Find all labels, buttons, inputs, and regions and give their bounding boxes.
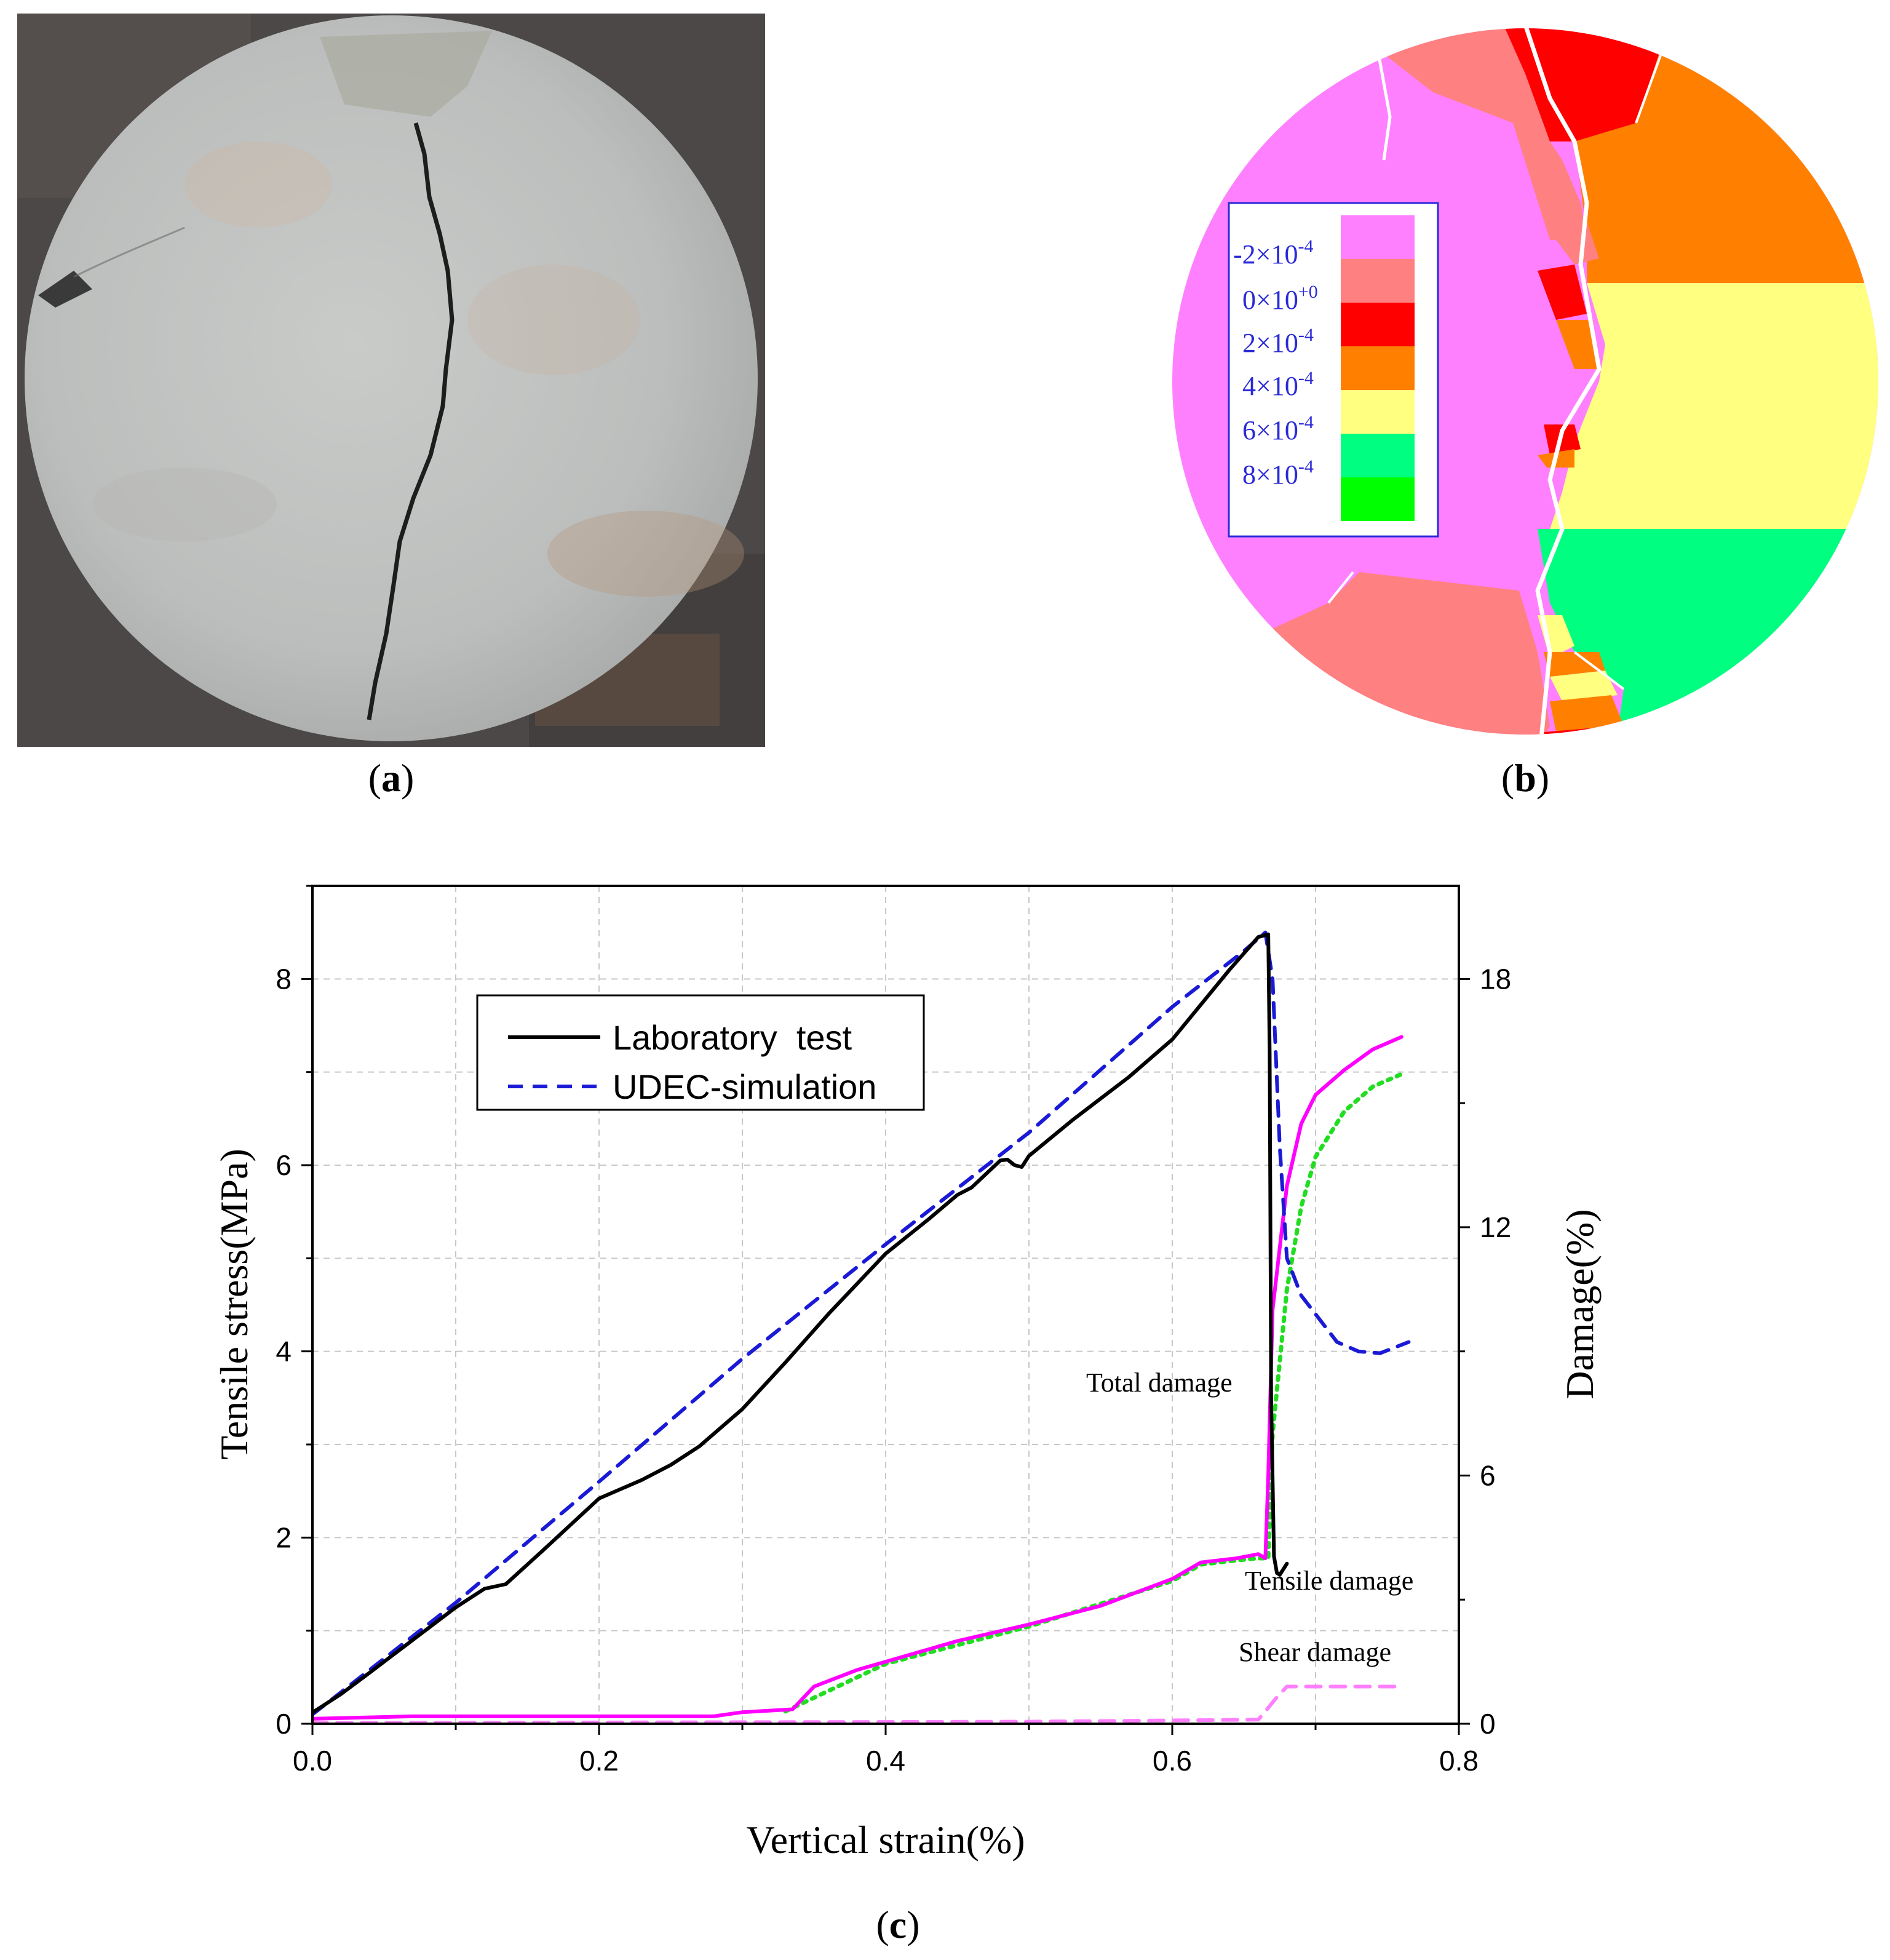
- y-tick-label: 8: [276, 963, 292, 995]
- y2-axis-title: Damage(%): [1558, 1209, 1602, 1399]
- chipped-edge: [320, 31, 492, 117]
- colorbar-swatch: [1341, 390, 1415, 434]
- legend-frame: [476, 994, 925, 1111]
- colorbar-swatches: [1341, 215, 1415, 521]
- series-laboratory-test: [312, 932, 1289, 1715]
- y-tick-label: 2: [276, 1521, 292, 1553]
- colorbar-label-5: 8×10-4: [1242, 456, 1314, 490]
- panel-c-label: (c): [876, 1903, 919, 1946]
- chart-legend: Laboratory test UDEC-simulation: [476, 994, 925, 1111]
- annotation-shear-damage: Shear damage: [1239, 1637, 1391, 1667]
- y-tick-label: 4: [276, 1336, 292, 1368]
- crack: [367, 122, 455, 720]
- annotation-total-damage: Total damage: [1086, 1368, 1233, 1398]
- x-tick-label: 0.2: [579, 1745, 619, 1777]
- colorbar-swatch: [1341, 477, 1415, 521]
- y-tick-label: 6: [276, 1149, 292, 1181]
- panel-a-photo: [17, 14, 765, 747]
- panel-b-contour: -2×10-4 0×10+0 2×10-4 4×10-4 6×10-4 8×10…: [1172, 28, 1878, 735]
- x-tick-label: 0.4: [866, 1745, 905, 1777]
- colorbar-swatch: [1341, 303, 1415, 346]
- panel-b-label: (b): [1501, 756, 1549, 800]
- series-shear-damage: [312, 1684, 1404, 1724]
- y2-tick-label: 6: [1480, 1459, 1496, 1491]
- rock-disc: [25, 15, 758, 741]
- colorbar-label-2: 2×10-4: [1242, 325, 1314, 358]
- x-tick-label: 0.8: [1439, 1745, 1479, 1777]
- colorbar-swatch: [1341, 346, 1415, 390]
- colorbar-label-3: 4×10-4: [1242, 368, 1314, 401]
- panel-a-label: (a): [368, 756, 415, 800]
- x-tick-label: 0.6: [1153, 1745, 1192, 1777]
- series-total-damage: [312, 1035, 1404, 1721]
- edge-notch: [38, 271, 92, 308]
- block-fracture: [1523, 28, 1602, 735]
- colorbar-label-0: -2×10-4: [1233, 236, 1313, 269]
- y2-tick-label: 18: [1480, 963, 1511, 995]
- y-axis-title: Tensile stress(MPa): [212, 1149, 256, 1460]
- y2-tick-label: 0: [1480, 1708, 1496, 1740]
- colorbar-swatch: [1341, 215, 1415, 259]
- colorbar-swatch: [1341, 434, 1415, 477]
- x-tick-label: 0.0: [293, 1745, 332, 1777]
- colorbar-labels: -2×10-4 0×10+0 2×10-4 4×10-4 6×10-4 8×10…: [1233, 236, 1318, 490]
- colorbar-label-1: 0×10+0: [1242, 282, 1318, 315]
- colorbar-swatch: [1341, 259, 1415, 303]
- colorbar-label-4: 6×10-4: [1242, 412, 1314, 445]
- x-axis-title: Vertical strain(%): [746, 1818, 1025, 1862]
- y2-tick-label: 12: [1480, 1211, 1511, 1243]
- colorbar: -2×10-4 0×10+0 2×10-4 4×10-4 6×10-4 8×10…: [1228, 202, 1439, 538]
- legend-label-udec: UDEC-simulation: [613, 1067, 876, 1106]
- legend-label-lab: Laboratory test: [613, 1018, 852, 1057]
- annotation-tensile-damage: Tensile damage: [1245, 1566, 1413, 1596]
- chart-series: [312, 930, 1411, 1724]
- y-tick-label: 0: [276, 1708, 292, 1740]
